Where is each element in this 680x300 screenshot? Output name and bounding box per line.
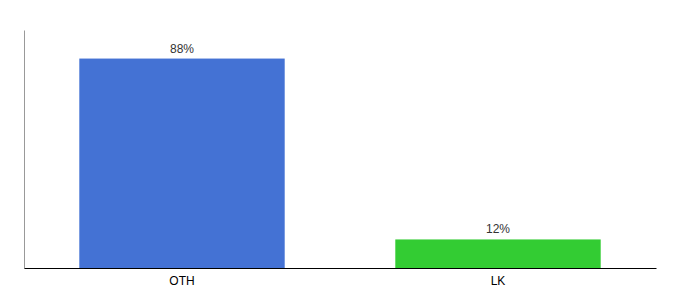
x-tick: LK: [491, 274, 506, 288]
bar: [79, 59, 284, 268]
y-axis-line: [24, 31, 25, 269]
bar: [395, 239, 600, 268]
x-tick-label: LK: [491, 274, 506, 288]
chart-svg: OTH LK 88% 12%: [0, 0, 680, 300]
x-tick-label: OTH: [169, 274, 194, 288]
data-label: 88%: [170, 42, 194, 56]
bars: [79, 59, 600, 268]
plot-area: OTH LK 88% 12%: [25, 31, 657, 288]
data-label: 12%: [486, 222, 510, 236]
x-axis-line: [25, 268, 657, 269]
data-labels: 88% 12%: [170, 42, 510, 237]
x-tick: OTH: [169, 274, 194, 288]
chart-container: OTH LK 88% 12%: [0, 0, 680, 300]
x-axis: OTH LK: [25, 269, 657, 288]
y-axis: [24, 31, 25, 269]
